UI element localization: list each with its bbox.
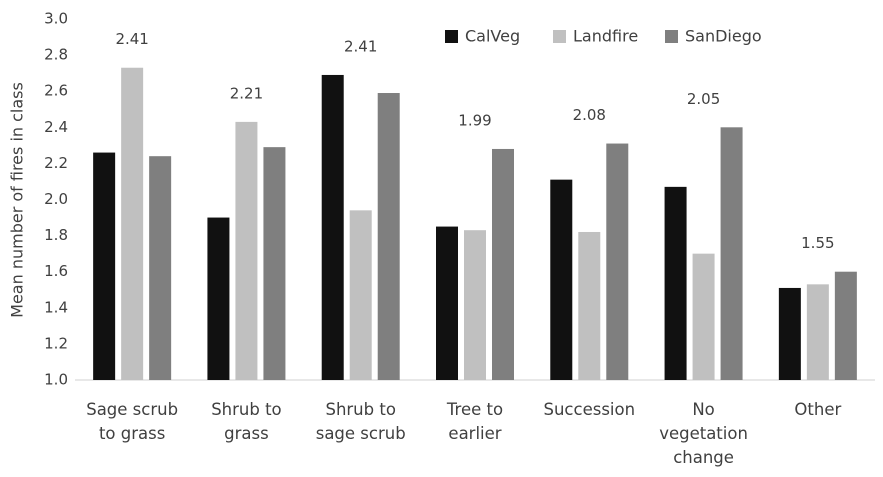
group-label: 2.21 [230, 84, 263, 102]
y-tick-label: 1.4 [44, 298, 68, 316]
x-tick-label: Sage scrub to grass [86, 400, 179, 443]
y-tick-label: 2.0 [44, 190, 68, 208]
bar [606, 143, 629, 380]
y-tick-label: 1.6 [44, 262, 68, 280]
legend-label: CalVeg [465, 27, 520, 46]
x-tick-label: No vegetation change [659, 400, 748, 467]
x-tick-label: Shrub to sage scrub [315, 400, 406, 443]
legend-swatch [553, 30, 566, 43]
group-label: 2.05 [687, 90, 720, 108]
x-tick-label: Other [794, 400, 842, 419]
bar [578, 231, 601, 380]
bar [121, 67, 144, 381]
bar [464, 230, 486, 380]
bar [550, 179, 573, 380]
y-tick-label: 2.4 [44, 118, 68, 136]
bar [377, 93, 400, 380]
legend-label: Landfire [573, 27, 638, 46]
y-tick-label: 2.2 [44, 154, 68, 172]
bar [778, 287, 801, 380]
x-tick-label: Succession [543, 400, 636, 419]
bar [235, 121, 258, 380]
y-tick-label: 1.8 [44, 226, 68, 244]
y-tick-label: 1.0 [44, 371, 68, 389]
bar [806, 284, 829, 380]
bar [692, 253, 715, 380]
x-tick-label: Tree to earlier [446, 400, 504, 443]
bar [207, 217, 230, 380]
bar [834, 271, 857, 380]
bar [436, 226, 458, 380]
y-axis-title: Mean number of fires in class [8, 82, 27, 318]
y-tick-label: 2.8 [44, 46, 68, 64]
y-tick-label: 3.0 [44, 10, 68, 28]
legend-label: SanDiego [685, 27, 762, 46]
bar [93, 152, 116, 380]
legend-swatch [665, 30, 678, 43]
group-label: 2.41 [344, 37, 377, 55]
bar [263, 147, 286, 380]
bar [492, 148, 514, 380]
group-label: 1.99 [458, 111, 491, 129]
bar [149, 156, 172, 380]
legend-swatch [445, 30, 458, 43]
bar [664, 186, 687, 380]
bar [349, 210, 372, 380]
bar [720, 127, 743, 380]
y-tick-label: 1.2 [44, 334, 68, 352]
group-label: 2.08 [573, 106, 606, 124]
group-label: 1.55 [801, 234, 834, 252]
bar [321, 74, 344, 380]
x-tick-label: Shrub to grass [211, 400, 282, 443]
y-tick-label: 2.6 [44, 82, 68, 100]
group-label: 2.41 [115, 30, 148, 48]
